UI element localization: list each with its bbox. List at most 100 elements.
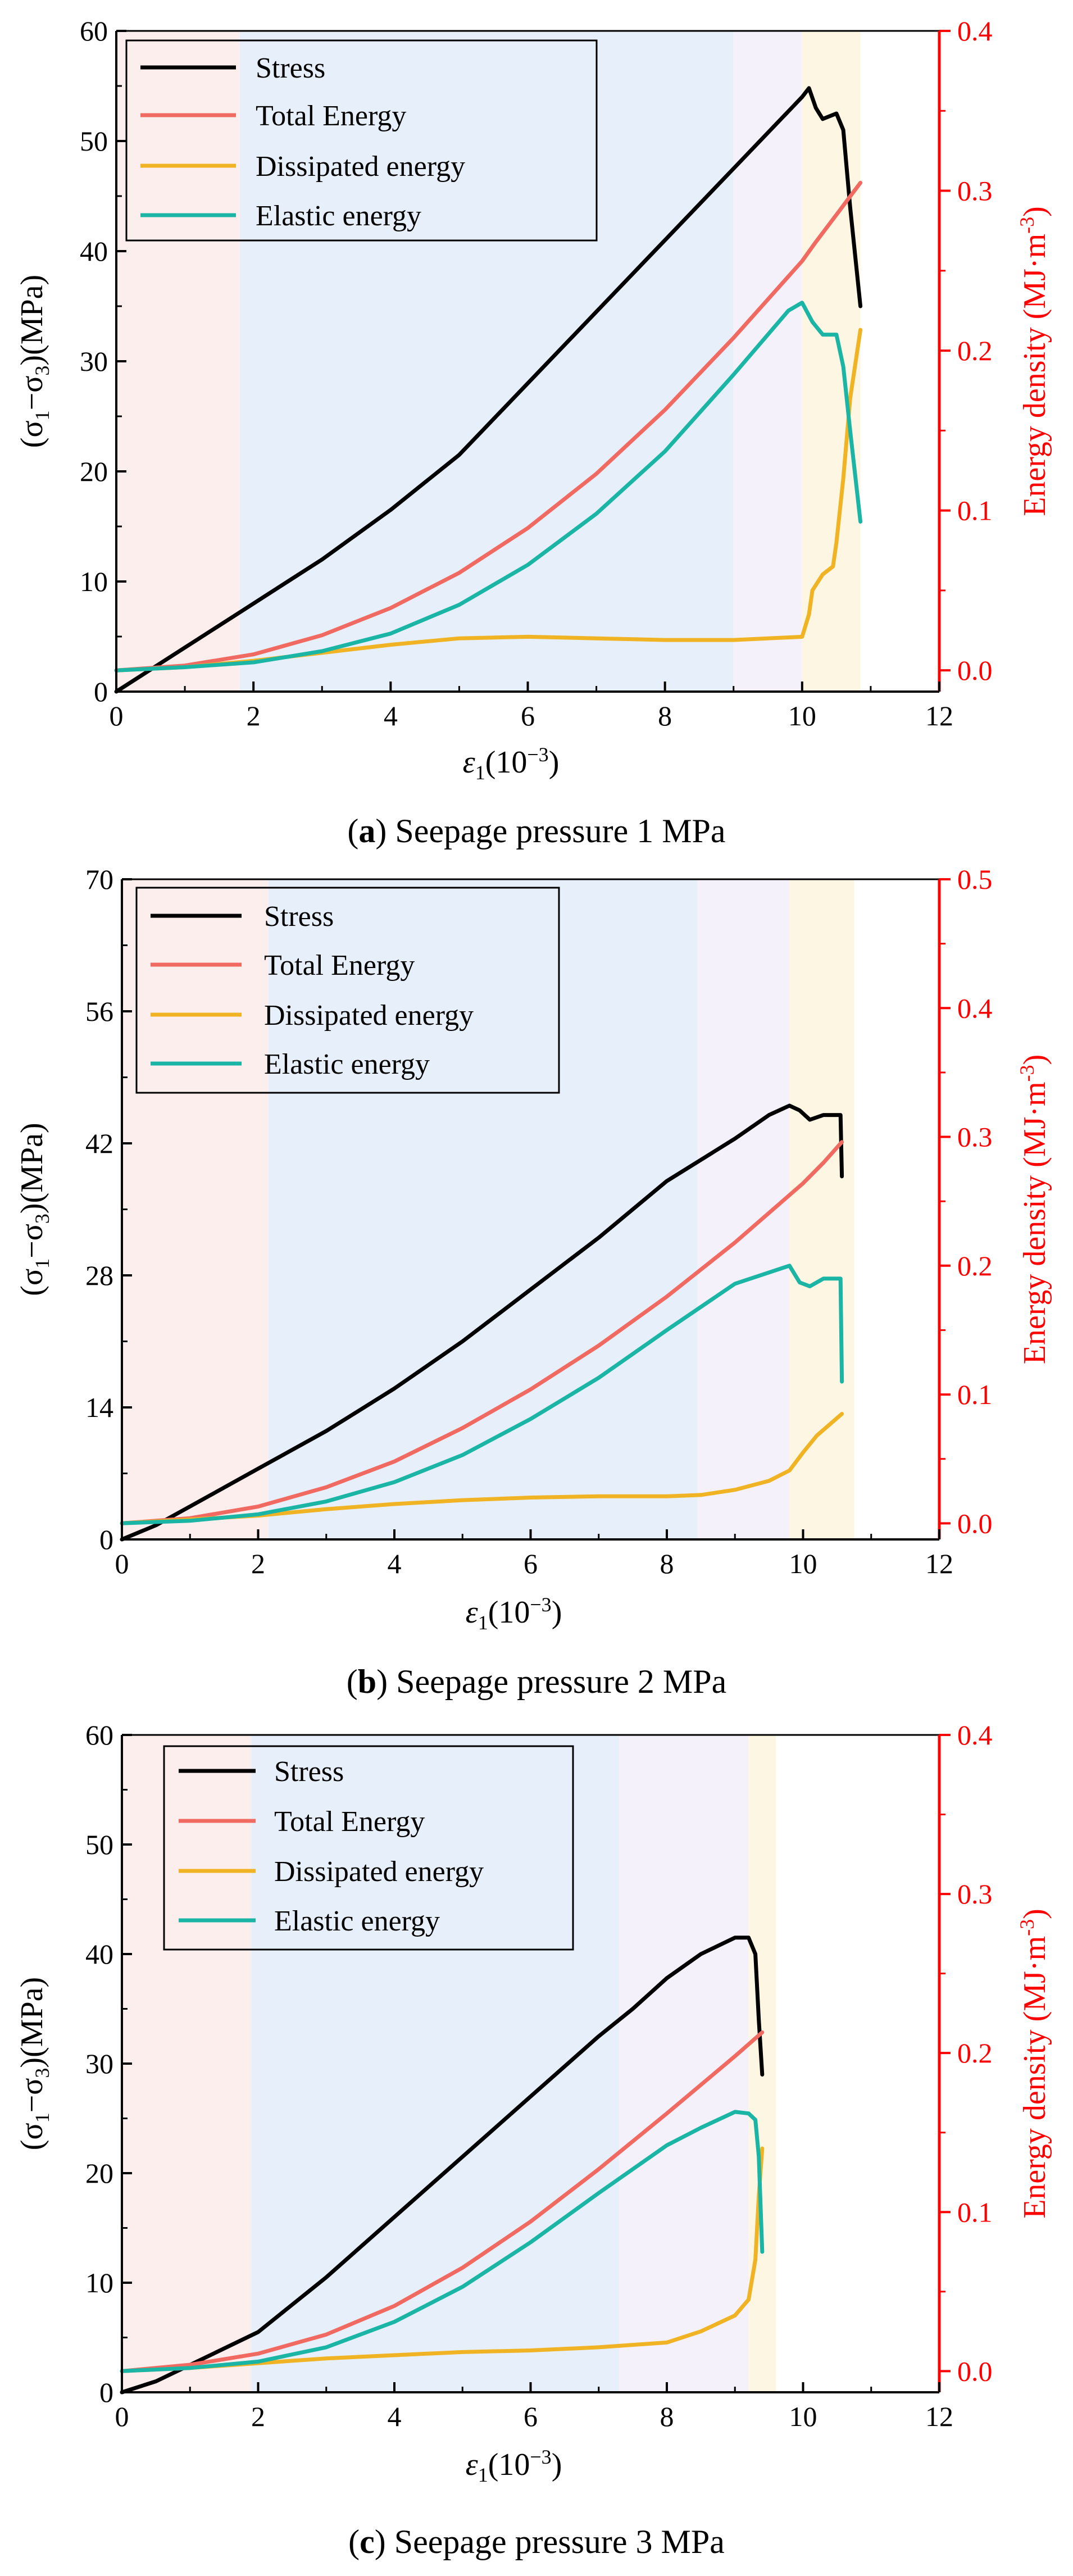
y-tick-label: 30 bbox=[85, 2048, 113, 2079]
axes: 0 2 4 6 8 10 12 0 14 28 42 56 70 0.0 0.1 0.2 0.3 0.4 0.5 ε1… bbox=[15, 864, 1052, 1634]
y-tick-label: 40 bbox=[80, 235, 108, 267]
y2-tick-label: 0.1 bbox=[957, 1379, 993, 1410]
y2-tick-label: 0.5 bbox=[957, 864, 993, 895]
y2-tick-label: 0.2 bbox=[957, 2037, 993, 2069]
x-tick-label: 8 bbox=[658, 700, 672, 732]
caption-c: (c) Seepage pressure 3 MPa bbox=[348, 2523, 725, 2560]
stage-band-1 bbox=[116, 31, 240, 692]
legend-label-stress: Stress bbox=[256, 52, 325, 84]
series-line-total-energy bbox=[120, 1140, 844, 1525]
y-tick-label: 60 bbox=[85, 1719, 113, 1751]
stage-band-4 bbox=[789, 879, 854, 1539]
y-axis-title: (σ1−σ3)(MPa) bbox=[15, 1977, 53, 2150]
series-line-elastic-energy bbox=[114, 301, 863, 673]
legend-label-stress: Stress bbox=[274, 1756, 344, 1788]
y2-tick-label: 0.1 bbox=[957, 2196, 993, 2228]
y2-tick-label: 0.4 bbox=[957, 1719, 993, 1751]
y-tick-label: 50 bbox=[85, 1829, 113, 1860]
legend: Stress Total Energy Dissipated energy El… bbox=[135, 887, 560, 1094]
x-tick-label: 8 bbox=[660, 1548, 674, 1579]
legend-label-dissipated-energy: Dissipated energy bbox=[256, 151, 465, 183]
legend-box bbox=[135, 887, 560, 1094]
y2-axis-title: Energy density (MJ·m-3) bbox=[1016, 206, 1052, 516]
caption-a: (a) Seepage pressure 1 MPa bbox=[347, 812, 725, 849]
series-line-elastic-energy bbox=[120, 2110, 765, 2373]
x-tick-label: 12 bbox=[925, 2401, 953, 2432]
x-tick-label: 12 bbox=[925, 700, 953, 732]
y-tick-label: 20 bbox=[80, 456, 108, 487]
series-lines bbox=[120, 1103, 844, 1542]
legend-label-dissipated-energy: Dissipated energy bbox=[264, 999, 474, 1032]
y-tick-label: 40 bbox=[85, 1938, 113, 1970]
y-tick-label: 56 bbox=[85, 996, 113, 1027]
y2-tick-label: 0.0 bbox=[957, 1507, 993, 1539]
y-tick-label: 0 bbox=[99, 1524, 113, 1555]
y2-tick-label: 0.4 bbox=[957, 992, 993, 1024]
stage-band-1 bbox=[122, 879, 269, 1539]
legend: Stress Total Energy Dissipated energy El… bbox=[163, 1745, 574, 1951]
series-line-total-energy bbox=[114, 180, 863, 673]
panel-b: 0 2 4 6 8 10 12 0 14 28 42 56 70 0.0 0.1 0.2 0.3 0.4 0.5 ε1… bbox=[15, 864, 1052, 1700]
x-tick-label: 12 bbox=[925, 1548, 953, 1579]
stage-band-1 bbox=[122, 1735, 252, 2392]
series-line-stress bbox=[114, 86, 863, 694]
y-tick-label: 28 bbox=[85, 1260, 113, 1291]
y2-tick-label: 0.3 bbox=[957, 1878, 993, 1910]
y2-tick-label: 0.1 bbox=[957, 495, 993, 526]
x-tick-label: 0 bbox=[110, 700, 124, 732]
y-tick-label: 20 bbox=[85, 2157, 113, 2189]
y-axis-title: (σ1−σ3)(MPa) bbox=[15, 1123, 53, 1296]
x-tick-label: 2 bbox=[251, 2401, 265, 2432]
panel-a: 0 2 4 6 8 10 12 0 10 20 30 40 50 60 0.0 0.1 0.2 0.3 0.4 ε1(… bbox=[15, 15, 1052, 849]
legend-label-elastic-energy: Elastic energy bbox=[274, 1905, 440, 1937]
y-tick-label: 42 bbox=[85, 1128, 113, 1159]
y-tick-label: 0 bbox=[94, 676, 108, 707]
y2-tick-label: 0.3 bbox=[957, 175, 993, 207]
series-line-stress bbox=[120, 1936, 765, 2395]
x-axis-title: ε1(10−3) bbox=[466, 2446, 562, 2486]
y-tick-label: 50 bbox=[80, 125, 108, 157]
x-tick-label: 4 bbox=[384, 700, 398, 732]
stage-band-2 bbox=[239, 31, 734, 692]
x-tick-label: 8 bbox=[660, 2401, 674, 2432]
y2-tick-label: 0.4 bbox=[957, 15, 993, 47]
y2-tick-label: 0.2 bbox=[957, 335, 993, 366]
x-tick-label: 10 bbox=[789, 2401, 817, 2432]
legend: Stress Total Energy Dissipated energy El… bbox=[125, 39, 598, 242]
y2-axis-title: Energy density (MJ·m-3) bbox=[1016, 1909, 1052, 2219]
legend-box bbox=[125, 39, 598, 242]
y2-tick-label: 0.2 bbox=[957, 1250, 993, 1282]
x-tick-label: 6 bbox=[521, 700, 535, 732]
stage-backgrounds bbox=[122, 879, 854, 1539]
series-lines bbox=[120, 1936, 765, 2395]
x-axis-title: ε1(10−3) bbox=[466, 1593, 562, 1634]
y-tick-label: 10 bbox=[85, 2267, 113, 2298]
x-tick-label: 2 bbox=[247, 700, 261, 732]
series-line-elastic-energy bbox=[120, 1264, 844, 1525]
x-tick-label: 0 bbox=[115, 1548, 129, 1579]
legend-box bbox=[163, 1745, 574, 1951]
x-tick-label: 4 bbox=[388, 2401, 402, 2432]
x-tick-label: 6 bbox=[524, 1548, 538, 1579]
y-tick-label: 30 bbox=[80, 346, 108, 377]
series-line-dissipated-energy bbox=[120, 2146, 765, 2373]
x-tick-label: 10 bbox=[788, 700, 816, 732]
stage-band-2 bbox=[268, 879, 698, 1539]
axes: 0 2 4 6 8 10 12 0 10 20 30 40 50 60 0.0 0.1 0.2 0.3 0.4 ε1(… bbox=[15, 1719, 1052, 2486]
y-tick-label: 70 bbox=[85, 864, 113, 895]
y2-tick-label: 0.3 bbox=[957, 1121, 993, 1153]
y-axis-title: (σ1−σ3)(MPa) bbox=[15, 275, 53, 448]
y-tick-label: 10 bbox=[80, 566, 108, 597]
y-tick-label: 14 bbox=[85, 1392, 113, 1423]
series-line-stress bbox=[120, 1103, 844, 1542]
stage-band-4 bbox=[802, 31, 861, 692]
y2-tick-label: 0.0 bbox=[957, 2355, 993, 2387]
x-tick-label: 2 bbox=[251, 1548, 265, 1579]
x-tick-label: 4 bbox=[388, 1548, 402, 1579]
legend-label-elastic-energy: Elastic energy bbox=[256, 200, 421, 232]
series-lines bbox=[114, 86, 863, 694]
y-tick-label: 60 bbox=[80, 15, 108, 47]
panel-c: 0 2 4 6 8 10 12 0 10 20 30 40 50 60 0.0 0.1 0.2 0.3 0.4 ε1(… bbox=[15, 1719, 1052, 2560]
x-tick-label: 0 bbox=[115, 2401, 129, 2432]
